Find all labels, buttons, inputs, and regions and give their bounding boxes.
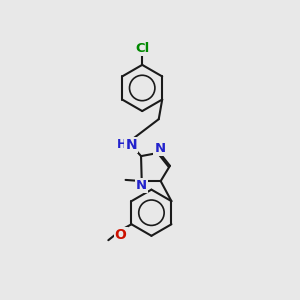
- Text: O: O: [115, 228, 127, 242]
- Text: N: N: [154, 142, 166, 155]
- Text: H: H: [117, 138, 127, 151]
- Text: N: N: [125, 138, 137, 152]
- Text: Cl: Cl: [135, 41, 149, 55]
- Text: N: N: [136, 179, 147, 192]
